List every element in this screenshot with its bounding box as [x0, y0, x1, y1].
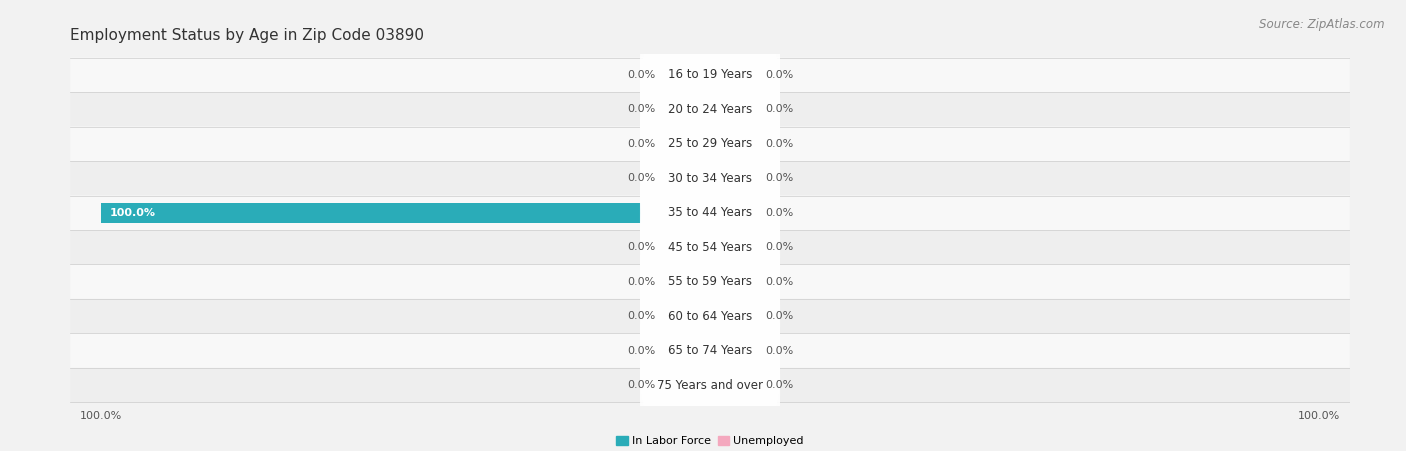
Text: 0.0%: 0.0% — [765, 208, 793, 218]
FancyBboxPatch shape — [640, 152, 780, 273]
Text: 16 to 19 Years: 16 to 19 Years — [668, 68, 752, 81]
Text: 100.0%: 100.0% — [110, 208, 156, 218]
Bar — [710, 375, 759, 395]
Bar — [710, 203, 759, 223]
Text: 0.0%: 0.0% — [765, 380, 793, 390]
Bar — [661, 272, 710, 292]
FancyBboxPatch shape — [70, 230, 1350, 264]
FancyBboxPatch shape — [70, 127, 1350, 161]
FancyBboxPatch shape — [640, 187, 780, 308]
Bar — [710, 306, 759, 326]
Bar — [710, 237, 759, 257]
FancyBboxPatch shape — [640, 118, 780, 239]
Bar — [710, 99, 759, 120]
Bar — [661, 168, 710, 188]
Text: 35 to 44 Years: 35 to 44 Years — [668, 206, 752, 219]
FancyBboxPatch shape — [640, 325, 780, 446]
FancyBboxPatch shape — [640, 221, 780, 342]
Text: 0.0%: 0.0% — [627, 70, 655, 80]
Text: 0.0%: 0.0% — [627, 242, 655, 252]
Text: 0.0%: 0.0% — [765, 104, 793, 114]
Text: 25 to 29 Years: 25 to 29 Years — [668, 137, 752, 150]
Bar — [101, 203, 710, 223]
FancyBboxPatch shape — [70, 161, 1350, 196]
FancyBboxPatch shape — [70, 196, 1350, 230]
FancyBboxPatch shape — [640, 14, 780, 135]
Bar — [710, 272, 759, 292]
Text: 0.0%: 0.0% — [627, 173, 655, 183]
Text: 60 to 64 Years: 60 to 64 Years — [668, 310, 752, 323]
Text: 0.0%: 0.0% — [765, 242, 793, 252]
FancyBboxPatch shape — [640, 256, 780, 377]
Text: 20 to 24 Years: 20 to 24 Years — [668, 103, 752, 116]
FancyBboxPatch shape — [640, 49, 780, 170]
Bar — [710, 65, 759, 85]
FancyBboxPatch shape — [70, 368, 1350, 402]
Text: 0.0%: 0.0% — [765, 277, 793, 287]
Text: 0.0%: 0.0% — [765, 139, 793, 149]
Text: 0.0%: 0.0% — [765, 70, 793, 80]
Text: 75 Years and over: 75 Years and over — [657, 379, 763, 392]
FancyBboxPatch shape — [640, 83, 780, 204]
Bar — [710, 168, 759, 188]
Bar — [661, 375, 710, 395]
FancyBboxPatch shape — [640, 290, 780, 411]
FancyBboxPatch shape — [70, 92, 1350, 127]
Text: 65 to 74 Years: 65 to 74 Years — [668, 344, 752, 357]
Text: 0.0%: 0.0% — [627, 380, 655, 390]
Bar — [661, 65, 710, 85]
Text: 55 to 59 Years: 55 to 59 Years — [668, 275, 752, 288]
Bar — [661, 99, 710, 120]
Text: 0.0%: 0.0% — [765, 173, 793, 183]
Bar — [661, 341, 710, 361]
Text: 0.0%: 0.0% — [627, 346, 655, 356]
Text: 0.0%: 0.0% — [627, 104, 655, 114]
Text: 0.0%: 0.0% — [627, 139, 655, 149]
Text: 0.0%: 0.0% — [765, 346, 793, 356]
Text: 30 to 34 Years: 30 to 34 Years — [668, 172, 752, 185]
FancyBboxPatch shape — [70, 264, 1350, 299]
Bar — [661, 237, 710, 257]
Text: Source: ZipAtlas.com: Source: ZipAtlas.com — [1260, 18, 1385, 31]
Bar — [710, 134, 759, 154]
Bar — [661, 306, 710, 326]
Text: 0.0%: 0.0% — [765, 311, 793, 321]
Legend: In Labor Force, Unemployed: In Labor Force, Unemployed — [616, 436, 804, 446]
Bar — [661, 134, 710, 154]
Text: 0.0%: 0.0% — [627, 311, 655, 321]
Text: Employment Status by Age in Zip Code 03890: Employment Status by Age in Zip Code 038… — [70, 28, 425, 43]
Bar — [710, 341, 759, 361]
Text: 45 to 54 Years: 45 to 54 Years — [668, 241, 752, 254]
FancyBboxPatch shape — [70, 299, 1350, 333]
Text: 0.0%: 0.0% — [627, 277, 655, 287]
FancyBboxPatch shape — [70, 58, 1350, 92]
FancyBboxPatch shape — [70, 333, 1350, 368]
